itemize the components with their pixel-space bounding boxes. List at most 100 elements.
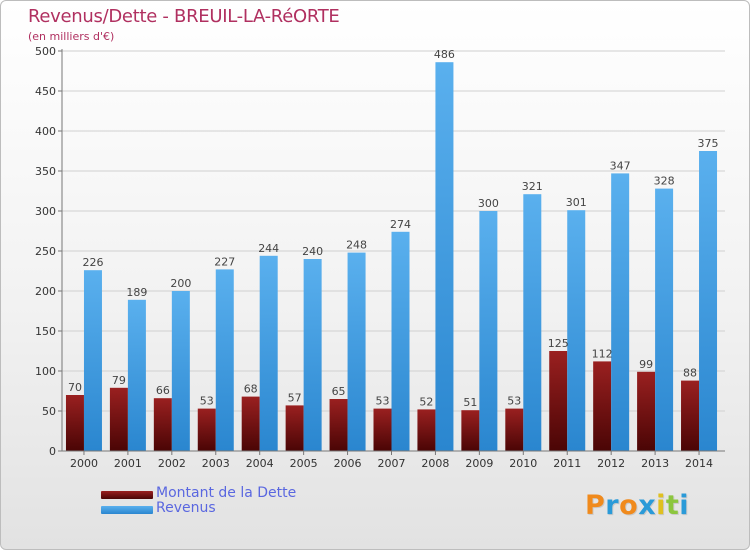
bar-revenue-2003 <box>215 269 234 451</box>
data-label-revenue-2010: 321 <box>522 180 543 193</box>
x-tick-label: 2014 <box>685 457 713 470</box>
x-tick-label: 2002 <box>158 457 186 470</box>
chart-title: Revenus/Dette - BREUIL-LA-RéORTE <box>28 6 340 27</box>
x-tick-label: 2005 <box>290 457 318 470</box>
bar-debt-2006 <box>329 399 348 451</box>
y-tick-label: 500 <box>35 45 56 58</box>
data-label-debt-2007: 53 <box>376 395 390 408</box>
bar-debt-2001 <box>109 387 128 451</box>
y-tick-label: 200 <box>35 285 56 298</box>
data-label-revenue-2013: 328 <box>654 175 675 188</box>
x-tick-label: 2010 <box>509 457 537 470</box>
x-tick-label: 2000 <box>70 457 98 470</box>
x-tick-label: 2008 <box>421 457 449 470</box>
x-tick-label: 2013 <box>641 457 669 470</box>
x-tick-label: 2004 <box>246 457 274 470</box>
data-label-debt-2012: 112 <box>592 347 613 360</box>
logo-letter: t <box>665 490 680 521</box>
data-label-debt-2000: 70 <box>68 381 82 394</box>
bars <box>65 62 718 451</box>
bar-revenue-2001 <box>127 299 146 451</box>
legend-swatch-revenue <box>101 506 153 514</box>
legend-swatch-debt <box>101 491 153 499</box>
data-label-debt-2011: 125 <box>548 337 569 350</box>
y-tick-label: 450 <box>35 85 56 98</box>
bar-debt-2011 <box>549 351 568 451</box>
y-tick-label: 50 <box>42 405 56 418</box>
logo-letter: i <box>656 490 666 521</box>
x-tick-label: 2011 <box>553 457 581 470</box>
bar-debt-2004 <box>241 396 260 451</box>
legend-label-revenue: Revenus <box>156 500 216 516</box>
bar-debt-2000 <box>65 395 84 451</box>
bar-revenue-2011 <box>567 210 586 451</box>
y-tick-label: 150 <box>35 325 56 338</box>
bar-debt-2012 <box>593 361 612 451</box>
y-tick-label: 100 <box>35 365 56 378</box>
data-label-revenue-2004: 244 <box>258 242 279 255</box>
data-label-revenue-2014: 375 <box>698 137 719 150</box>
data-label-revenue-2012: 347 <box>610 159 631 172</box>
x-tick-label: 2012 <box>597 457 625 470</box>
data-label-debt-2002: 66 <box>156 384 170 397</box>
bar-revenue-2010 <box>523 194 542 451</box>
data-label-debt-2001: 79 <box>112 374 126 387</box>
bar-debt-2009 <box>461 410 480 451</box>
bar-debt-2007 <box>373 408 392 451</box>
logo-letter: i <box>679 490 690 521</box>
legend-label-debt: Montant de la Dette <box>156 485 297 501</box>
data-label-revenue-2003: 227 <box>214 255 235 268</box>
bar-revenue-2000 <box>83 270 102 451</box>
bar-revenue-2002 <box>171 291 190 451</box>
x-tick-label: 2001 <box>114 457 142 470</box>
bar-debt-2003 <box>197 408 216 451</box>
data-label-revenue-2008: 486 <box>434 48 455 61</box>
data-label-debt-2003: 53 <box>200 395 214 408</box>
data-label-debt-2004: 68 <box>244 383 258 396</box>
bar-revenue-2013 <box>655 188 674 451</box>
y-tick-label: 400 <box>35 125 56 138</box>
data-label-debt-2010: 53 <box>507 395 521 408</box>
bar-revenue-2008 <box>435 62 454 451</box>
chart-subtitle: (en milliers d'€) <box>28 30 115 43</box>
data-labels: 70 226 79 189 66 200 53 227 68 244 57 240 65 248 53 274… <box>68 48 719 409</box>
logo-letter: x <box>638 490 657 521</box>
data-label-revenue-2000: 226 <box>82 256 103 269</box>
data-label-debt-2009: 51 <box>463 396 477 409</box>
data-label-debt-2008: 52 <box>419 395 433 408</box>
data-label-revenue-2007: 274 <box>390 218 411 231</box>
x-tick-label: 2007 <box>378 457 406 470</box>
data-label-debt-2013: 99 <box>639 358 653 371</box>
data-label-debt-2005: 57 <box>288 391 302 404</box>
data-label-revenue-2011: 301 <box>566 196 587 209</box>
bar-revenue-2004 <box>259 255 278 451</box>
data-label-debt-2014: 88 <box>683 367 697 380</box>
y-tick-label: 300 <box>35 205 56 218</box>
bar-debt-2008 <box>417 409 436 451</box>
bar-debt-2005 <box>285 405 304 451</box>
bar-debt-2010 <box>505 408 524 451</box>
bar-debt-2002 <box>153 398 172 451</box>
bar-revenue-2005 <box>303 259 322 451</box>
y-axis: 0 50 100 150 200 250 300 350 400 450 500 <box>35 45 63 458</box>
logo-letter: o <box>619 490 639 521</box>
data-label-revenue-2009: 300 <box>478 197 499 210</box>
x-tick-label: 2009 <box>465 457 493 470</box>
x-axis: 2000 2001 2002 2003 2004 2005 2006 2007 2008 2009… <box>62 450 725 470</box>
y-tick-label: 250 <box>35 245 56 258</box>
data-label-revenue-2001: 189 <box>126 286 147 299</box>
bar-revenue-2006 <box>347 252 366 451</box>
x-tick-label: 2003 <box>202 457 230 470</box>
x-tick-label: 2006 <box>334 457 362 470</box>
bar-revenue-2012 <box>611 173 630 451</box>
y-tick-label: 350 <box>35 165 56 178</box>
data-label-revenue-2002: 200 <box>170 277 191 290</box>
data-label-revenue-2006: 248 <box>346 239 367 252</box>
bar-revenue-2009 <box>479 211 498 451</box>
data-label-debt-2006: 65 <box>332 385 346 398</box>
bar-debt-2013 <box>637 371 656 451</box>
logo-letter: P <box>585 490 606 521</box>
bar-revenue-2014 <box>699 151 718 451</box>
proxiti-logo: Proxiti <box>585 490 689 521</box>
